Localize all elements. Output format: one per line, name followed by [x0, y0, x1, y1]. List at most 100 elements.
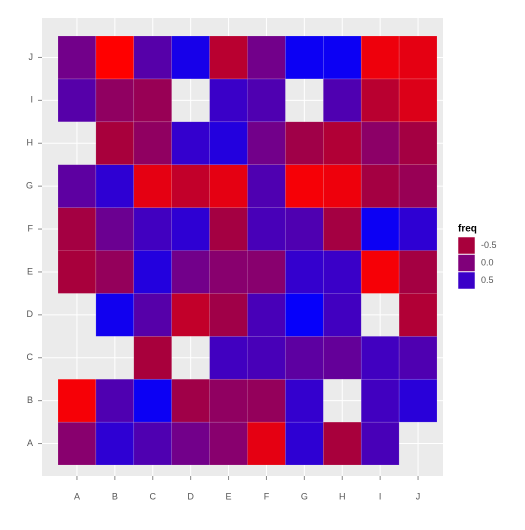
x-tick-label: D [187, 491, 194, 501]
heat-cell [209, 293, 248, 337]
legend-label: 0.5 [481, 275, 494, 285]
heat-cell [57, 164, 97, 208]
heat-cell [247, 78, 286, 123]
heat-cell [323, 207, 362, 251]
y-tick-label: G [26, 181, 33, 191]
legend-key [457, 254, 476, 272]
heat-cell [360, 121, 400, 165]
legend-label: 0.0 [481, 257, 494, 267]
heat-cell [171, 164, 210, 208]
heat-cell [398, 293, 438, 337]
heat-cell [247, 293, 286, 337]
heat-cell [285, 35, 324, 80]
heat-cell [285, 293, 324, 337]
heat-cell [360, 78, 400, 123]
heat-cell [360, 207, 400, 251]
heat-cell [133, 164, 172, 208]
heat-cell [133, 250, 172, 294]
y-tick-label: E [27, 266, 33, 276]
heat-cell [398, 121, 438, 165]
heat-cell [133, 207, 172, 251]
heat-cell [209, 164, 248, 208]
heat-cell [171, 35, 210, 80]
heat-cell [95, 293, 135, 337]
heat-cell [209, 207, 248, 251]
x-tick-label: C [150, 491, 157, 501]
heat-cell [209, 35, 248, 80]
heat-cell [95, 421, 135, 466]
heat-cell [398, 207, 438, 251]
heat-cell [95, 78, 135, 123]
heat-cell [171, 207, 210, 251]
x-tick-label: F [264, 491, 270, 501]
heat-cell [398, 35, 438, 80]
heat-cell [171, 421, 210, 466]
heat-cell [285, 164, 324, 208]
heat-cell [360, 164, 400, 208]
heat-cell [133, 378, 172, 423]
x-tick-label: A [74, 491, 80, 501]
y-tick-label: I [30, 95, 33, 105]
legend-key [457, 271, 476, 290]
heat-cell [57, 378, 97, 423]
heat-cell [323, 78, 362, 123]
heat-cell [95, 207, 135, 251]
heat-cell [247, 421, 286, 466]
heat-cell [95, 164, 135, 208]
heat-cell [398, 336, 438, 380]
heat-cell [398, 250, 438, 294]
heat-cell [247, 164, 286, 208]
heat-cell [247, 207, 286, 251]
x-tick-label: J [416, 491, 421, 501]
heat-cell [133, 421, 172, 466]
heat-cell [247, 121, 286, 165]
x-tick-label: I [379, 491, 382, 501]
heat-cell [285, 207, 324, 251]
heat-cell [323, 421, 362, 466]
heat-cell [133, 35, 172, 80]
heat-cell [95, 121, 135, 165]
heat-cell [360, 336, 400, 380]
heat-cell [171, 250, 210, 294]
heat-cell [133, 293, 172, 337]
heat-cell [360, 250, 400, 294]
heat-cell [323, 164, 362, 208]
x-tick-label: E [226, 491, 232, 501]
heat-cell [323, 121, 362, 165]
heat-cell [57, 250, 97, 294]
heat-cell [323, 336, 362, 380]
heat-cell [209, 121, 248, 165]
heat-cell [285, 121, 324, 165]
x-tick-label: G [301, 491, 308, 501]
y-tick-label: C [27, 352, 34, 362]
heat-cell [323, 293, 362, 337]
heat-cell [57, 421, 97, 466]
heat-cell [57, 78, 97, 123]
y-tick-label: F [28, 223, 34, 233]
heat-cell [398, 78, 438, 123]
heat-cell [323, 35, 362, 80]
heat-cell [398, 164, 438, 208]
heat-cell [285, 421, 324, 466]
y-tick-label: D [27, 309, 34, 319]
heat-cell [285, 378, 324, 423]
heat-cell [209, 250, 248, 294]
heat-cell [209, 78, 248, 123]
heat-cell [247, 336, 286, 380]
y-tick-label: A [27, 438, 33, 448]
heat-cell [360, 378, 400, 423]
heat-cell [171, 293, 210, 337]
heat-cell [171, 121, 210, 165]
heat-cell [209, 421, 248, 466]
heat-cell [57, 207, 97, 251]
y-tick-label: H [27, 138, 34, 148]
heat-cell [133, 78, 172, 123]
heat-cell [209, 378, 248, 423]
heat-cell [360, 421, 400, 466]
heat-cell [360, 35, 400, 80]
heat-cell [209, 336, 248, 380]
heat-cell [247, 378, 286, 423]
x-tick-label: H [339, 491, 346, 501]
heat-cell [285, 336, 324, 380]
